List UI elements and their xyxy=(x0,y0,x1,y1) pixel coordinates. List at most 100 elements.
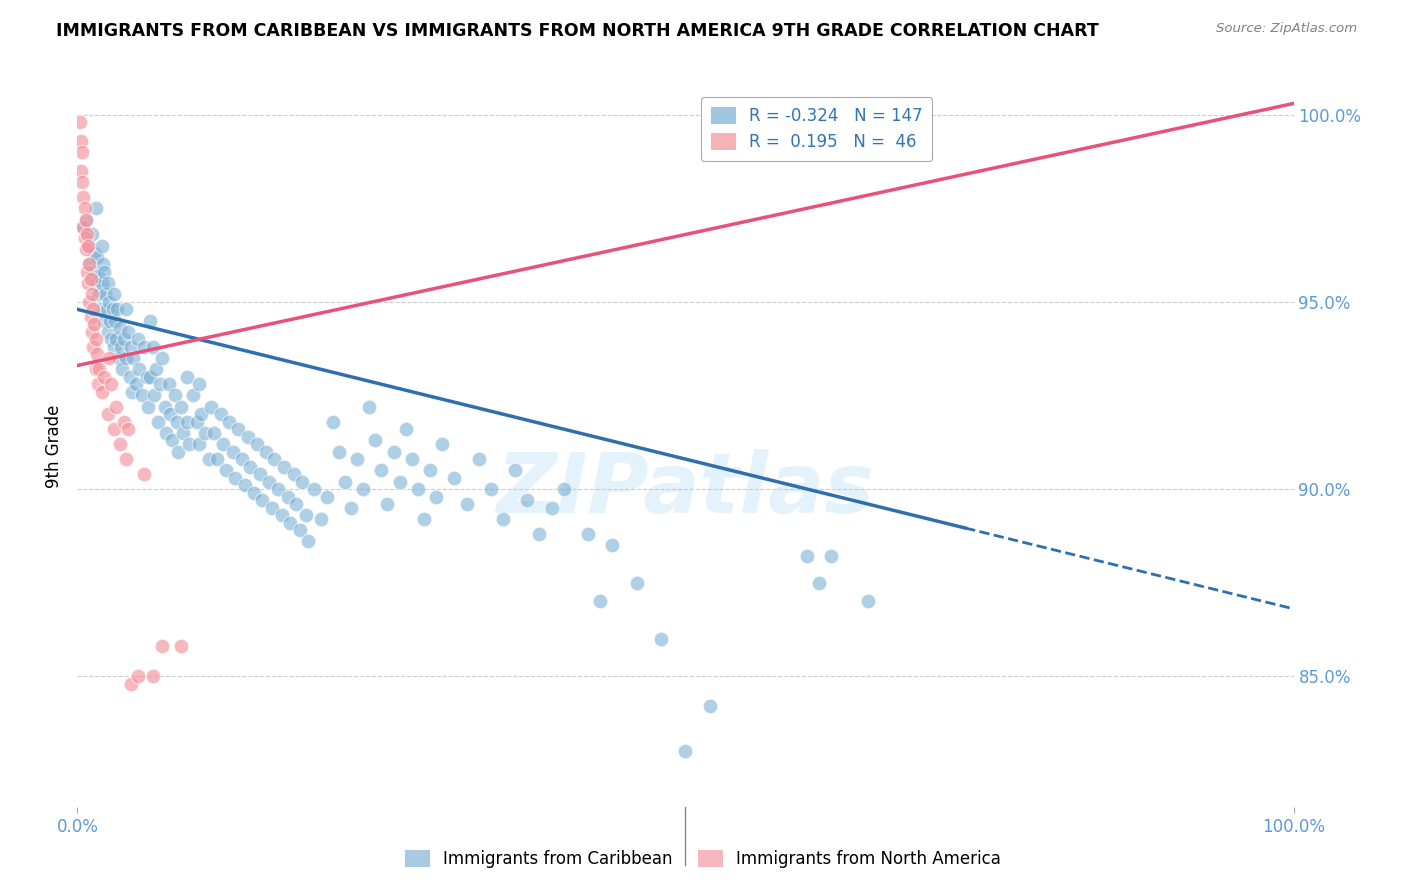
Point xyxy=(90,384,112,399)
Point xyxy=(224,471,246,485)
Point xyxy=(291,475,314,489)
Point xyxy=(479,482,502,496)
Point xyxy=(117,422,139,436)
Point xyxy=(283,467,305,481)
Point xyxy=(93,313,115,327)
Point xyxy=(443,471,465,485)
Point xyxy=(77,276,100,290)
Point xyxy=(97,325,120,339)
Point xyxy=(134,340,156,354)
Point xyxy=(98,313,121,327)
Point xyxy=(134,467,156,481)
Point xyxy=(86,250,108,264)
Point xyxy=(209,407,232,421)
Point xyxy=(93,265,115,279)
Point xyxy=(103,340,125,354)
Point xyxy=(808,575,831,590)
Point xyxy=(83,318,105,332)
Point xyxy=(152,640,174,654)
Point xyxy=(382,444,405,458)
Point xyxy=(239,459,262,474)
Point xyxy=(259,475,281,489)
Point xyxy=(602,538,624,552)
Point xyxy=(146,415,169,429)
Point xyxy=(79,257,101,271)
Point xyxy=(91,257,114,271)
Point xyxy=(233,478,256,492)
Point xyxy=(118,369,141,384)
Point xyxy=(340,500,363,515)
Point xyxy=(388,475,411,489)
Point xyxy=(377,497,399,511)
Point xyxy=(285,497,308,511)
Point xyxy=(84,332,107,346)
Legend: R = -0.324   N = 147, R =  0.195   N =  46: R = -0.324 N = 147, R = 0.195 N = 46 xyxy=(700,96,932,161)
Point xyxy=(188,377,211,392)
Point xyxy=(110,340,132,354)
Point xyxy=(576,527,599,541)
Text: IMMIGRANTS FROM CARIBBEAN VS IMMIGRANTS FROM NORTH AMERICA 9TH GRADE CORRELATION: IMMIGRANTS FROM CARIBBEAN VS IMMIGRANTS … xyxy=(56,22,1099,40)
Point xyxy=(188,437,211,451)
Point xyxy=(194,425,217,440)
Point xyxy=(540,500,562,515)
Point xyxy=(425,490,447,504)
Point xyxy=(83,246,105,260)
Point xyxy=(101,302,124,317)
Point xyxy=(84,201,107,215)
Point xyxy=(395,422,418,436)
Point xyxy=(103,287,125,301)
Point xyxy=(820,549,842,564)
Point xyxy=(796,549,818,564)
Point xyxy=(295,508,318,523)
Point xyxy=(650,632,672,646)
Point xyxy=(82,340,104,354)
Point xyxy=(406,482,429,496)
Point xyxy=(80,227,103,242)
Point xyxy=(94,287,117,301)
Point xyxy=(135,369,157,384)
Point xyxy=(93,369,115,384)
Point xyxy=(170,640,193,654)
Point xyxy=(72,219,94,234)
Point xyxy=(401,452,423,467)
Point xyxy=(231,452,253,467)
Point xyxy=(553,482,575,496)
Point xyxy=(236,430,259,444)
Point xyxy=(80,310,103,324)
Point xyxy=(139,313,162,327)
Point xyxy=(467,452,489,467)
Point xyxy=(70,134,93,148)
Point xyxy=(127,669,149,683)
Point xyxy=(111,362,134,376)
Point xyxy=(96,302,118,317)
Point xyxy=(125,377,148,392)
Point xyxy=(115,351,138,365)
Point xyxy=(72,190,94,204)
Point xyxy=(97,276,120,290)
Point xyxy=(108,321,131,335)
Point xyxy=(75,212,97,227)
Point xyxy=(675,744,697,758)
Point xyxy=(120,340,142,354)
Point xyxy=(82,302,104,317)
Point xyxy=(589,594,612,608)
Point xyxy=(200,400,222,414)
Point xyxy=(315,490,337,504)
Point xyxy=(112,332,135,346)
Point xyxy=(142,388,165,402)
Point xyxy=(121,384,143,399)
Point xyxy=(346,452,368,467)
Point xyxy=(626,575,648,590)
Point xyxy=(122,351,145,365)
Point xyxy=(75,243,97,257)
Point xyxy=(70,175,93,189)
Point xyxy=(136,400,159,414)
Point xyxy=(90,276,112,290)
Point xyxy=(142,340,165,354)
Point xyxy=(277,490,299,504)
Point xyxy=(370,463,392,477)
Point xyxy=(166,415,188,429)
Point xyxy=(699,699,721,714)
Point xyxy=(197,452,219,467)
Point xyxy=(149,377,172,392)
